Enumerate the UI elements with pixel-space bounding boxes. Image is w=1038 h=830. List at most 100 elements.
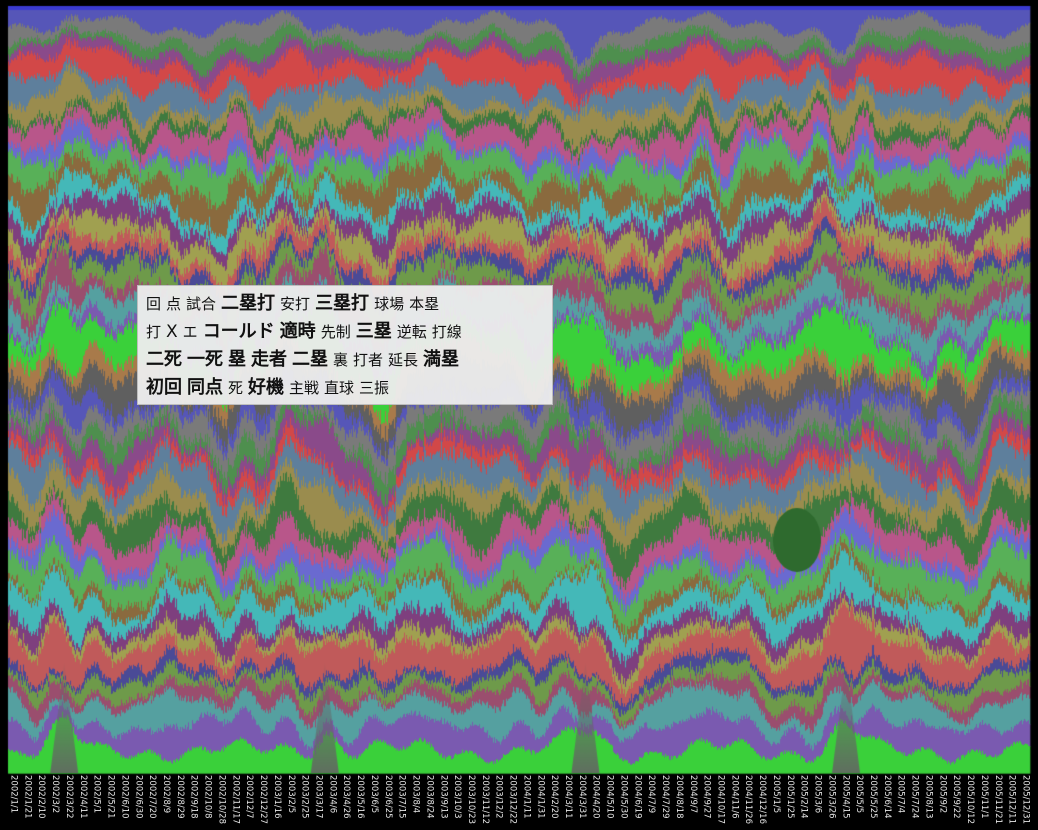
x-tick-label: 2003/5/16 [355, 775, 365, 819]
x-tick-label: 2002/12/27 [258, 775, 268, 824]
x-tick-label: 2005/4/15 [840, 775, 850, 819]
x-tick-label: 2005/6/14 [882, 775, 892, 819]
x-tick-label: 2002/5/1 [92, 775, 102, 813]
keyword: 安打 [280, 295, 311, 313]
x-tick-label: 2004/12/16 [757, 775, 767, 824]
x-tick-label: 2002/7/20 [147, 775, 157, 819]
keyword: 満塁 [423, 349, 460, 370]
keyword: 二死 [146, 349, 182, 370]
x-tick-label: 2004/1/11 [521, 775, 531, 819]
x-tick-label: 2005/5/25 [868, 775, 878, 819]
x-tick-label: 2003/10/3 [452, 775, 462, 819]
x-tick-label: 2002/6/10 [119, 775, 129, 819]
x-tick-label: 2004/9/27 [702, 775, 712, 819]
keyword: コールド [202, 321, 275, 342]
x-tick-label: 2002/6/30 [133, 775, 143, 819]
x-tick-label: 2002/5/21 [106, 775, 116, 819]
keyword: 回 [146, 295, 162, 313]
x-tick-label: 2002/3/22 [64, 775, 74, 819]
x-tick-label: 2002/1/1 [9, 775, 19, 813]
x-tick-label: 2005/7/4 [896, 775, 906, 813]
x-tick-label: 2005/9/2 [937, 775, 947, 813]
keyword: 先制 [320, 323, 351, 341]
x-tick-label: 2002/10/8 [203, 775, 213, 819]
x-tick-label: 2002/12/7 [244, 775, 254, 819]
keyword: 適時 [279, 321, 316, 342]
x-tick-label: 2003/6/25 [383, 775, 393, 819]
x-tick-label: 2003/7/15 [397, 775, 407, 819]
keyword-line: 二死 一死塁走者 二塁裏打者 延長 満塁 [146, 346, 546, 374]
keyword: 塁 [228, 349, 246, 370]
x-tick-label: 2005/12/11 [1007, 775, 1017, 824]
keyword: 二塁 [292, 349, 328, 370]
x-tick-label: 2003/8/24 [424, 775, 434, 819]
x-tick-label: 2003/4/26 [341, 775, 351, 819]
x-tick-label: 2004/8/18 [674, 775, 684, 819]
x-tick-label: 2003/2/25 [300, 775, 310, 819]
keyword: 点 [166, 295, 182, 313]
x-tick-label: 2004/5/10 [605, 775, 615, 819]
x-tick-label: 2003/12/2 [494, 775, 504, 819]
keyword: 死 [228, 379, 244, 397]
keyword: 二塁打 [221, 293, 276, 314]
x-tick-label: 2003/1/16 [272, 775, 282, 819]
x-tick-label: 2004/1/31 [535, 775, 545, 819]
keyword: 走者 [251, 349, 287, 370]
x-tick-label: 2004/7/9 [646, 775, 656, 813]
keyword: 延長 [388, 351, 419, 369]
keyword: 球場 [374, 295, 405, 313]
keyword: 裏 [333, 351, 349, 369]
x-tick-label: 2004/3/31 [577, 775, 587, 819]
x-tick-label: 2003/4/6 [327, 775, 337, 813]
keyword: 直球 [324, 379, 355, 397]
x-tick-label: 2005/1/25 [785, 775, 795, 819]
x-tick-label: 2003/9/13 [438, 775, 448, 819]
keyword: 好機 [248, 377, 285, 398]
x-tick-label: 2002/11/17 [230, 775, 240, 824]
x-tick-label: 2002/2/10 [36, 775, 46, 819]
x-tick-label: 2004/11/6 [729, 775, 739, 819]
keyword: 三塁 [355, 321, 392, 342]
x-tick-label: 2003/3/17 [314, 775, 324, 819]
keyword: 同点 [187, 377, 223, 398]
x-tick-label: 2004/2/20 [549, 775, 559, 819]
keyword: 三振 [359, 379, 390, 397]
x-tick-label: 2005/9/22 [951, 775, 961, 819]
x-tick-label: 2004/11/26 [743, 775, 753, 824]
keyword: 主戦 [289, 379, 320, 397]
keyword: X [166, 322, 178, 342]
x-tick-label: 2002/9/18 [189, 775, 199, 819]
keyword-line: 打 X エコールド 適時 先制 三塁 逆転 打線 [146, 318, 546, 346]
x-tick-label: 2002/1/21 [22, 775, 32, 819]
x-tick-label: 2005/2/14 [799, 775, 809, 819]
x-tick-label: 2004/5/30 [619, 775, 629, 819]
keyword: 打線 [431, 323, 462, 341]
x-tick-label: 2005/11/1 [979, 775, 989, 819]
keyword: 本塁 [409, 295, 440, 313]
keyword: エ [182, 323, 198, 341]
x-tick-label: 2003/11/12 [480, 775, 490, 824]
x-tick-label: 2005/8/13 [924, 775, 934, 819]
keyword: 一死 [187, 349, 223, 370]
x-tick-label: 2002/10/28 [216, 775, 226, 824]
keyword-legend-box: 回点試合 二塁打 安打 三塁打 球場 本塁打 X エコールド 適時 先制 三塁 逆転 打線 二死 一死塁走者… [137, 285, 553, 405]
keyword: 逆転 [396, 323, 427, 341]
x-tick-label: 2005/3/26 [826, 775, 836, 819]
x-tick-label: 2005/5/5 [854, 775, 864, 813]
x-tick-label: 2002/8/9 [161, 775, 171, 813]
x-tick-label: 2004/7/29 [660, 775, 670, 819]
x-tick-label: 2005/10/12 [965, 775, 975, 824]
x-tick-label: 2005/3/6 [813, 775, 823, 813]
x-tick-label: 2003/10/23 [466, 775, 476, 824]
x-tick-label: 2004/4/20 [591, 775, 601, 819]
x-tick-label: 2005/1/5 [771, 775, 781, 813]
x-tick-label: 2002/8/29 [175, 775, 185, 819]
x-tick-label: 2005/7/24 [910, 775, 920, 819]
keyword: 初回 [146, 377, 182, 398]
x-tick-label: 2005/11/21 [993, 775, 1003, 824]
x-tick-label: 2004/9/7 [688, 775, 698, 813]
x-tick-label: 2003/2/5 [286, 775, 296, 813]
